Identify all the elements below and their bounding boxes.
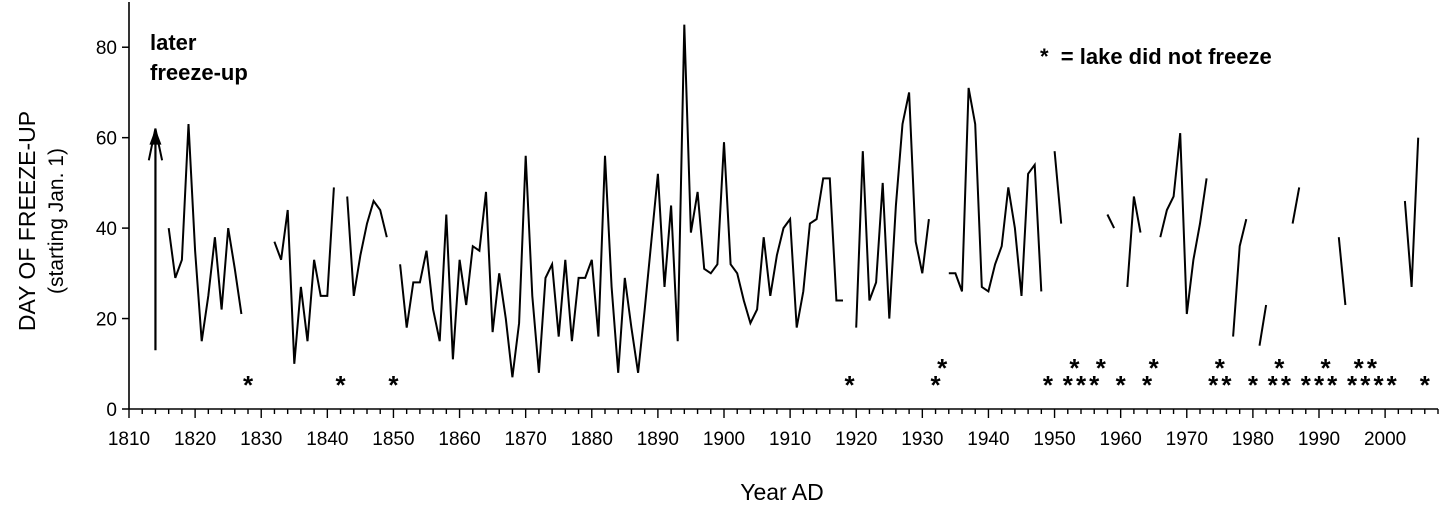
x-tick-label: 2000 bbox=[1364, 429, 1406, 450]
x-tick-label: 1870 bbox=[505, 429, 547, 450]
no-freeze-marker: * bbox=[1221, 370, 1232, 400]
no-freeze-marker: * bbox=[937, 353, 948, 383]
no-freeze-marker: * bbox=[1089, 370, 1100, 400]
x-tick-label: 1950 bbox=[1033, 429, 1075, 450]
x-tick-label: 1920 bbox=[835, 429, 877, 450]
x-tick-label: 1990 bbox=[1298, 429, 1340, 450]
no-freeze-marker: * bbox=[335, 370, 346, 400]
later-freeze-up-arrow bbox=[149, 128, 162, 351]
no-freeze-marker: * bbox=[1420, 370, 1431, 400]
series-line-segment bbox=[1159, 132, 1208, 315]
no-freeze-marker: * bbox=[1321, 353, 1332, 383]
annotation-freeze-up: freeze-up bbox=[150, 60, 248, 85]
x-tick-label: 1970 bbox=[1166, 429, 1208, 450]
no-freeze-marker: * bbox=[1069, 353, 1080, 383]
series-line-segment bbox=[1291, 187, 1301, 224]
no-freeze-marker: * bbox=[1314, 370, 1325, 400]
x-tick-label: 1930 bbox=[901, 429, 943, 450]
y-tick-label: 0 bbox=[106, 400, 117, 421]
arrow-head bbox=[149, 128, 162, 145]
no-freeze-markers: * * * * *** *** *** ***** * *** * *** ***** * * bbox=[243, 353, 1431, 400]
series-line-segment bbox=[1258, 304, 1268, 346]
y-tick-label: 80 bbox=[96, 38, 117, 59]
no-freeze-marker: * bbox=[1327, 370, 1338, 400]
x-tick-label: 1850 bbox=[372, 429, 414, 450]
x-tick-label: 1960 bbox=[1100, 429, 1142, 450]
x-tick-label: 1910 bbox=[769, 429, 811, 450]
no-freeze-marker: * bbox=[1149, 353, 1160, 383]
no-freeze-marker: * bbox=[243, 370, 254, 400]
series-line-segment bbox=[399, 24, 843, 378]
no-freeze-marker: * bbox=[1367, 353, 1378, 383]
legend-no-freeze: * = lake did not freeze bbox=[1040, 44, 1272, 69]
no-freeze-marker: * bbox=[1301, 370, 1312, 400]
annotation-later: later bbox=[150, 30, 197, 55]
y-axis-ticks: 0 20 40 60 80 bbox=[96, 38, 129, 421]
no-freeze-marker: * bbox=[1116, 370, 1127, 400]
no-freeze-marker: * bbox=[1373, 370, 1384, 400]
no-freeze-marker: * bbox=[1268, 370, 1279, 400]
no-freeze-marker: * bbox=[1096, 353, 1107, 383]
x-tick-label: 1830 bbox=[240, 429, 282, 450]
no-freeze-marker: * bbox=[1360, 370, 1371, 400]
x-tick-label: 1980 bbox=[1232, 429, 1274, 450]
series-line-segment bbox=[1403, 137, 1420, 287]
series-line-segment bbox=[1106, 214, 1115, 229]
series-line-segment bbox=[855, 92, 930, 328]
series-line-segment bbox=[1126, 196, 1142, 287]
series-line-segment bbox=[1053, 151, 1063, 224]
no-freeze-marker: * bbox=[1208, 370, 1219, 400]
y-tick-label: 20 bbox=[96, 310, 117, 331]
series-line-segment bbox=[346, 196, 388, 297]
no-freeze-marker: * bbox=[1215, 353, 1226, 383]
y-tick-label: 60 bbox=[96, 129, 117, 150]
x-tick-label: 1940 bbox=[967, 429, 1009, 450]
series-line-segment bbox=[273, 187, 335, 364]
x-tick-label: 1880 bbox=[571, 429, 613, 450]
series-line-segment bbox=[1232, 218, 1248, 337]
axes bbox=[128, 2, 1438, 410]
x-tick-label: 1820 bbox=[174, 429, 216, 450]
no-freeze-marker: * bbox=[1281, 370, 1292, 400]
series-line-segment bbox=[167, 124, 243, 342]
x-tick-label: 1860 bbox=[438, 429, 480, 450]
x-tick-label: 1890 bbox=[637, 429, 679, 450]
no-freeze-marker: * bbox=[1354, 353, 1365, 383]
no-freeze-marker: * bbox=[1387, 370, 1398, 400]
series-line-segment bbox=[1337, 237, 1347, 306]
y-axis-title: DAY OF FREEZE-UP bbox=[14, 111, 40, 331]
no-freeze-marker: * bbox=[930, 370, 941, 400]
no-freeze-marker: * bbox=[1076, 370, 1087, 400]
no-freeze-marker: * bbox=[1063, 370, 1074, 400]
no-freeze-marker: * bbox=[1347, 370, 1358, 400]
y-axis-subtitle: (starting Jan. 1) bbox=[45, 148, 68, 294]
x-tick-label: 1810 bbox=[108, 429, 150, 450]
series-line-segment bbox=[948, 87, 1043, 296]
no-freeze-marker: * bbox=[1142, 370, 1153, 400]
no-freeze-marker: * bbox=[388, 370, 399, 400]
x-axis-ticks: 1810 1820 1830 1840 1850 1860 1870 1880 1890 1900… bbox=[108, 409, 1439, 450]
no-freeze-marker: * bbox=[1248, 370, 1259, 400]
freeze-up-series bbox=[147, 24, 1420, 378]
x-tick-label: 1840 bbox=[306, 429, 348, 450]
y-tick-label: 40 bbox=[96, 219, 117, 240]
x-tick-label: 1900 bbox=[703, 429, 745, 450]
no-freeze-marker: * bbox=[845, 370, 856, 400]
series-line-segment bbox=[147, 128, 164, 161]
no-freeze-marker: * bbox=[1274, 353, 1285, 383]
no-freeze-marker: * bbox=[1043, 370, 1054, 400]
x-axis-title: Year AD bbox=[740, 479, 824, 505]
